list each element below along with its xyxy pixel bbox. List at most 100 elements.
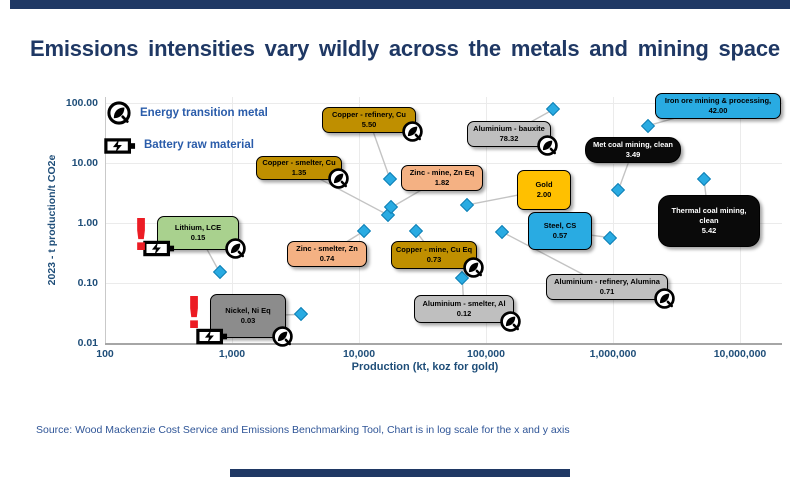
data-point [408, 224, 423, 239]
data-point [460, 197, 475, 213]
series-value: 0.03 [240, 316, 256, 325]
y-tick-label: 0.01 [77, 337, 98, 349]
series-label-box: Iron ore mining & processing, 42.00 [655, 93, 781, 119]
energy-transition-icon [327, 167, 350, 190]
y-tick-label: 100.00 [65, 97, 98, 109]
battery-icon [143, 239, 175, 258]
series-name: Nickel, Ni Eq [225, 306, 271, 316]
gridline-horizontal [105, 223, 782, 224]
series-name: Met coal mining, clean [592, 140, 674, 150]
series-value: 2.00 [536, 190, 552, 199]
series-name: Gold [535, 180, 553, 190]
series-value: 1.82 [434, 178, 450, 187]
series-name: Aluminium - smelter, Al [422, 299, 506, 309]
y-tick-label: 1.00 [77, 217, 98, 229]
series-label-box: Aluminium - refinery, Alumina 0.71 [546, 274, 675, 309]
series-value: 0.12 [456, 309, 472, 318]
gridline-horizontal [105, 103, 782, 104]
series-label-box: Lithium, LCE 0.15! [131, 214, 246, 259]
x-tick-label: 10,000 [342, 348, 376, 360]
series-label-box: Zinc - mine, Zn Eq 1.82 [401, 165, 483, 191]
energy-transition-icon [462, 256, 485, 279]
source-note: Source: Wood Mackenzie Cost Service and … [36, 424, 570, 436]
series-value: 3.49 [625, 150, 641, 159]
gridline-vertical [359, 97, 360, 343]
exclamation-icon: ! [131, 210, 152, 261]
energy-transition-icon [536, 134, 559, 157]
gridline-vertical [613, 97, 614, 343]
battery-icon [104, 136, 136, 156]
legend-item-energy-transition: Energy transition metal [106, 100, 268, 126]
series-name: Copper - smelter, Cu [262, 158, 336, 168]
battery-icon [196, 327, 228, 346]
series-value: 5.42 [701, 225, 717, 235]
data-point [212, 265, 227, 280]
x-tick-label: 1,000 [218, 348, 246, 360]
series-name: Aluminium - bauxite [473, 124, 545, 134]
gridline-vertical [486, 97, 487, 343]
series-value: 0.74 [319, 254, 335, 263]
series-name: Iron ore mining & processing, [664, 96, 772, 106]
series-label-box: Copper - refinery, Cu 5.50 [322, 107, 423, 142]
footer-accent-bar [230, 469, 570, 477]
data-point [294, 307, 309, 322]
series-value: 0.71 [599, 287, 615, 296]
gridline-horizontal [105, 163, 782, 164]
energy-transition-icon [106, 100, 132, 126]
series-name: Zinc - mine, Zn Eq [409, 168, 475, 178]
x-tick-label: 10,000,000 [713, 348, 767, 360]
gridline-horizontal [105, 283, 782, 284]
series-name: Steel, CS [543, 221, 577, 231]
exclamation-icon: ! [184, 288, 205, 339]
energy-transition-icon [401, 120, 424, 143]
legend-label: Battery raw material [144, 138, 254, 151]
series-label-box: Copper - smelter, Cu 1.35 [256, 156, 349, 189]
data-point [546, 102, 561, 117]
series-name: Lithium, LCE [174, 223, 222, 233]
x-axis-title: Production (kt, koz for gold) [351, 361, 499, 373]
energy-transition-icon [499, 310, 522, 333]
data-point [696, 171, 711, 187]
series-value: 0.15 [190, 233, 206, 242]
series-value: 78.32 [499, 134, 519, 143]
series-label-box: Zinc - smelter, Zn 0.74 [287, 241, 367, 267]
data-point [603, 230, 618, 245]
series-value: 0.57 [552, 231, 568, 240]
legend-label: Energy transition metal [140, 107, 268, 119]
x-tick-label: 100 [96, 348, 114, 360]
series-label-box: Nickel, Ni Eq 0.03! [184, 292, 293, 347]
series-name: Copper - refinery, Cu [331, 110, 407, 120]
series-value: 0.73 [426, 255, 442, 264]
legend-item-battery: Battery raw material [104, 133, 268, 156]
series-name: Aluminium - refinery, Alumina [554, 277, 660, 287]
y-tick-label: 10.00 [71, 157, 98, 169]
series-label-box: Aluminium - smelter, Al 0.12 [414, 295, 521, 332]
series-value: 1.35 [291, 168, 307, 177]
series-name: Zinc - smelter, Zn [296, 244, 358, 254]
series-name: Copper - mine, Cu Eq [395, 245, 473, 255]
series-label-box: Gold 2.00 [517, 170, 571, 210]
x-tick-label: 100,000 [467, 348, 505, 360]
series-value: 5.50 [361, 120, 377, 129]
series-label-box: Aluminium - bauxite 78.32 [467, 121, 558, 156]
series-value: 42.00 [708, 106, 728, 115]
data-point [382, 171, 397, 186]
y-axis-line [105, 97, 106, 343]
y-tick-label: 0.10 [77, 277, 98, 289]
data-point [495, 224, 510, 239]
x-axis-line [105, 343, 782, 345]
energy-transition-icon [271, 325, 294, 348]
series-name: Thermal coal mining, clean [671, 206, 747, 226]
energy-transition-icon [224, 237, 247, 260]
series-label-box: Steel, CS 0.57 [528, 212, 592, 250]
page-title: Emissions intensities vary wildly across… [30, 36, 780, 61]
energy-transition-icon [653, 287, 676, 310]
series-label-box: Copper - mine, Cu Eq 0.73 [391, 241, 484, 278]
data-point [641, 118, 656, 133]
top-accent-bar [10, 0, 790, 9]
x-tick-label: 1,000,000 [589, 348, 637, 360]
series-label-box: Thermal coal mining, clean 5.42 [658, 195, 760, 247]
series-label-box: Met coal mining, clean 3.49 [585, 137, 681, 163]
